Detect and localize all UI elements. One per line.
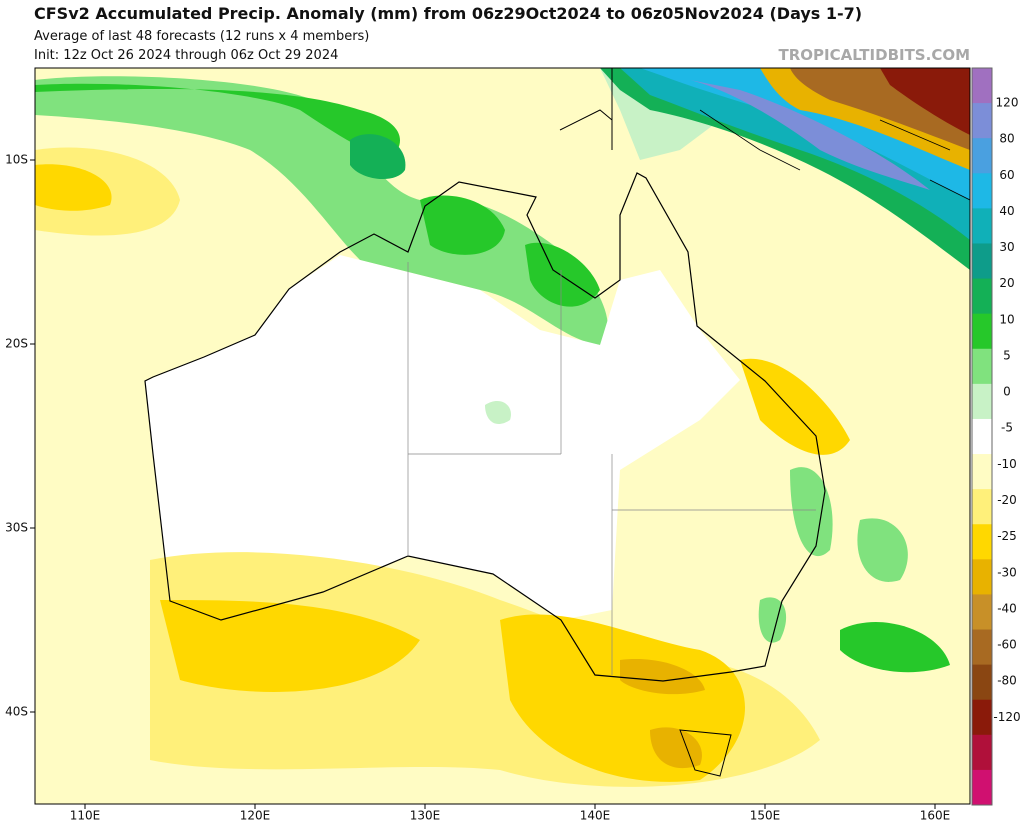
colorbar-label: 0 bbox=[1003, 385, 1011, 399]
map-axes: 10S 20S 30S 40S 110E 120E 130E 140E 150E 160E bbox=[5, 153, 950, 823]
colorbar-swatch bbox=[972, 173, 992, 209]
colorbar-swatch bbox=[972, 418, 992, 455]
map-frame bbox=[34, 67, 971, 805]
colorbar-label: -10 bbox=[997, 457, 1017, 471]
colorbar-label: 5 bbox=[1003, 348, 1011, 362]
colorbar-label: 60 bbox=[999, 168, 1014, 182]
colorbar-swatch bbox=[972, 383, 992, 420]
lat-label: 40S bbox=[5, 705, 28, 719]
colorbar-swatch bbox=[972, 629, 992, 666]
colorbar-swatch bbox=[972, 524, 992, 560]
colorbar-label: -120 bbox=[993, 710, 1020, 724]
init-text: Init: 12z Oct 26 2024 through 06z Oct 29… bbox=[34, 48, 339, 63]
lon-label: 160E bbox=[920, 809, 951, 823]
colorbar-label: -20 bbox=[997, 493, 1017, 507]
subtitle: Average of last 48 forecasts (12 runs x … bbox=[34, 29, 370, 44]
colorbar-swatch bbox=[972, 243, 992, 280]
lon-label: 140E bbox=[580, 809, 611, 823]
lat-label: 30S bbox=[5, 521, 28, 535]
watermark: TROPICALTIDBITS.COM bbox=[778, 46, 971, 64]
colorbar-swatch bbox=[972, 103, 992, 139]
lat-label: 20S bbox=[5, 337, 28, 351]
colorbar-swatch bbox=[972, 489, 992, 525]
colorbar-label: 30 bbox=[999, 240, 1014, 254]
colorbar-label: -60 bbox=[997, 638, 1017, 652]
colorbar-swatch bbox=[972, 699, 992, 736]
colorbar-swatch bbox=[972, 454, 992, 490]
colorbar: 120 80 60 40 30 20 10 5 0 -5 -10 -20 -25 -30 -40 -60 -80… bbox=[971, 67, 1021, 806]
colorbar-swatch bbox=[972, 208, 992, 244]
lon-label: 120E bbox=[240, 809, 271, 823]
colorbar-swatch bbox=[972, 138, 992, 174]
lon-label: 110E bbox=[70, 809, 101, 823]
colorbar-label: -30 bbox=[997, 565, 1017, 579]
colorbar-swatch bbox=[972, 348, 992, 385]
lat-label: 10S bbox=[5, 153, 28, 167]
colorbar-label: -5 bbox=[1001, 421, 1013, 435]
colorbar-swatch bbox=[972, 734, 992, 771]
colorbar-swatch bbox=[972, 313, 992, 350]
lon-label: 150E bbox=[750, 809, 781, 823]
title: CFSv2 Accumulated Precip. Anomaly (mm) f… bbox=[34, 4, 863, 23]
colorbar-label: 10 bbox=[999, 312, 1014, 326]
colorbar-label: 20 bbox=[999, 276, 1014, 290]
lon-label: 130E bbox=[410, 809, 441, 823]
colorbar-swatch bbox=[972, 68, 992, 104]
colorbar-swatch bbox=[972, 769, 992, 806]
colorbar-frame bbox=[971, 67, 993, 806]
colorbar-swatch bbox=[972, 278, 992, 315]
colorbar-label: -25 bbox=[997, 529, 1017, 543]
colorbar-label: -80 bbox=[997, 674, 1017, 688]
colorbar-swatch bbox=[972, 594, 992, 631]
colorbar-label: -40 bbox=[997, 601, 1017, 615]
colorbar-swatch bbox=[972, 664, 992, 701]
colorbar-label: 80 bbox=[999, 132, 1014, 146]
map-field bbox=[35, 68, 970, 804]
colorbar-label: 40 bbox=[999, 204, 1014, 218]
colorbar-swatch bbox=[972, 559, 992, 595]
colorbar-label: 120 bbox=[996, 96, 1019, 110]
